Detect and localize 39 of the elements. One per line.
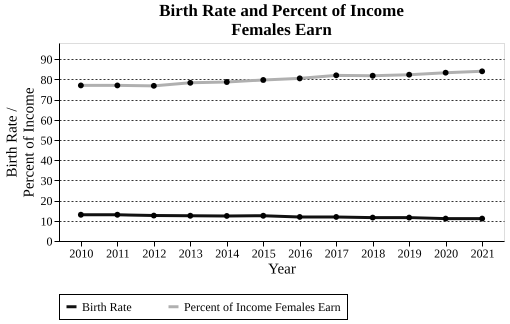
y-tick-label: 50 <box>40 133 52 148</box>
y-axis-title: Birth Rate / Percent of Income <box>4 87 38 198</box>
x-tick-label: 2017 <box>324 246 349 260</box>
y-tick-label: 10 <box>40 214 52 228</box>
x-tick-label: 2016 <box>288 246 312 260</box>
y-tick-label: 80 <box>40 72 52 87</box>
point <box>370 214 376 221</box>
point <box>296 214 303 220</box>
point <box>406 214 412 221</box>
point <box>224 212 230 219</box>
x-tick-label: 2015 <box>252 246 276 260</box>
x-tick-label: 2011 <box>106 246 130 260</box>
legend-label: Percent of Income Females Earn <box>184 300 341 314</box>
x-tick-label: 2019 <box>398 246 422 260</box>
x-axis-title: Year <box>268 262 296 278</box>
y-tick-label: 30 <box>40 174 52 188</box>
y-tick-label: 0 <box>46 234 52 248</box>
y-tick-label: 20 <box>40 194 52 208</box>
point <box>260 212 266 219</box>
point <box>114 212 120 218</box>
y-tick-label: 60 <box>40 113 52 128</box>
point <box>150 212 157 218</box>
x-tick-label: 2018 <box>361 246 386 260</box>
point <box>78 212 84 218</box>
legend-label: Birth Rate <box>82 300 132 314</box>
y-tick-label: 40 <box>40 154 52 168</box>
x-tick-label: 2021 <box>470 246 495 260</box>
chart-title: Birth Rate and Percent of Income Females Earn <box>159 1 404 39</box>
point <box>187 212 194 219</box>
y-tick-label: 90 <box>40 52 52 67</box>
point <box>333 214 340 220</box>
x-tick-label: 2012 <box>142 246 166 260</box>
x-tick-label: 2013 <box>178 246 203 260</box>
point <box>442 216 449 222</box>
x-tick-label: 2010 <box>69 246 94 260</box>
point <box>479 216 486 222</box>
x-tick-label: 2014 <box>215 246 240 260</box>
x-tick-label: 2020 <box>434 246 458 260</box>
y-tick-label: 70 <box>40 93 52 108</box>
